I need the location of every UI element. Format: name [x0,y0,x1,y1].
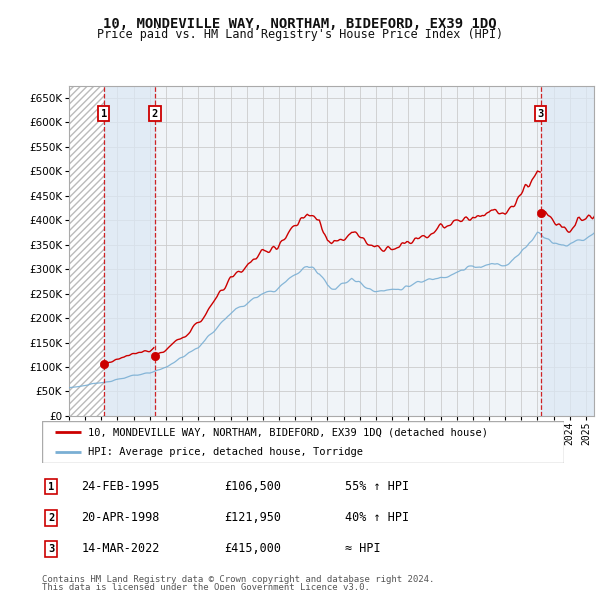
Bar [541,86,594,416]
Text: 3: 3 [538,109,544,119]
Text: 10, MONDEVILLE WAY, NORTHAM, BIDEFORD, EX39 1DQ (detached house): 10, MONDEVILLE WAY, NORTHAM, BIDEFORD, E… [88,427,488,437]
Text: 10, MONDEVILLE WAY, NORTHAM, BIDEFORD, EX39 1DQ: 10, MONDEVILLE WAY, NORTHAM, BIDEFORD, E… [103,17,497,31]
Text: 24-FEB-1995: 24-FEB-1995 [81,480,160,493]
Text: 2: 2 [48,513,55,523]
Text: Price paid vs. HM Land Registry's House Price Index (HPI): Price paid vs. HM Land Registry's House … [97,28,503,41]
Bar [69,86,104,416]
Text: HPI: Average price, detached house, Torridge: HPI: Average price, detached house, Torr… [88,447,363,457]
Text: 1: 1 [48,481,55,491]
Text: 20-APR-1998: 20-APR-1998 [81,511,160,525]
Bar [69,86,104,416]
Text: £121,950: £121,950 [224,511,282,525]
Text: 14-MAR-2022: 14-MAR-2022 [81,542,160,555]
Text: £106,500: £106,500 [224,480,282,493]
Bar [104,86,155,416]
Text: Contains HM Land Registry data © Crown copyright and database right 2024.: Contains HM Land Registry data © Crown c… [42,575,434,584]
Text: ≈ HPI: ≈ HPI [345,542,380,555]
Text: 2: 2 [152,109,158,119]
Text: 1: 1 [101,109,107,119]
Text: 55% ↑ HPI: 55% ↑ HPI [345,480,409,493]
Text: 3: 3 [48,544,55,554]
Text: 40% ↑ HPI: 40% ↑ HPI [345,511,409,525]
Text: This data is licensed under the Open Government Licence v3.0.: This data is licensed under the Open Gov… [42,583,370,590]
Text: £415,000: £415,000 [224,542,282,555]
